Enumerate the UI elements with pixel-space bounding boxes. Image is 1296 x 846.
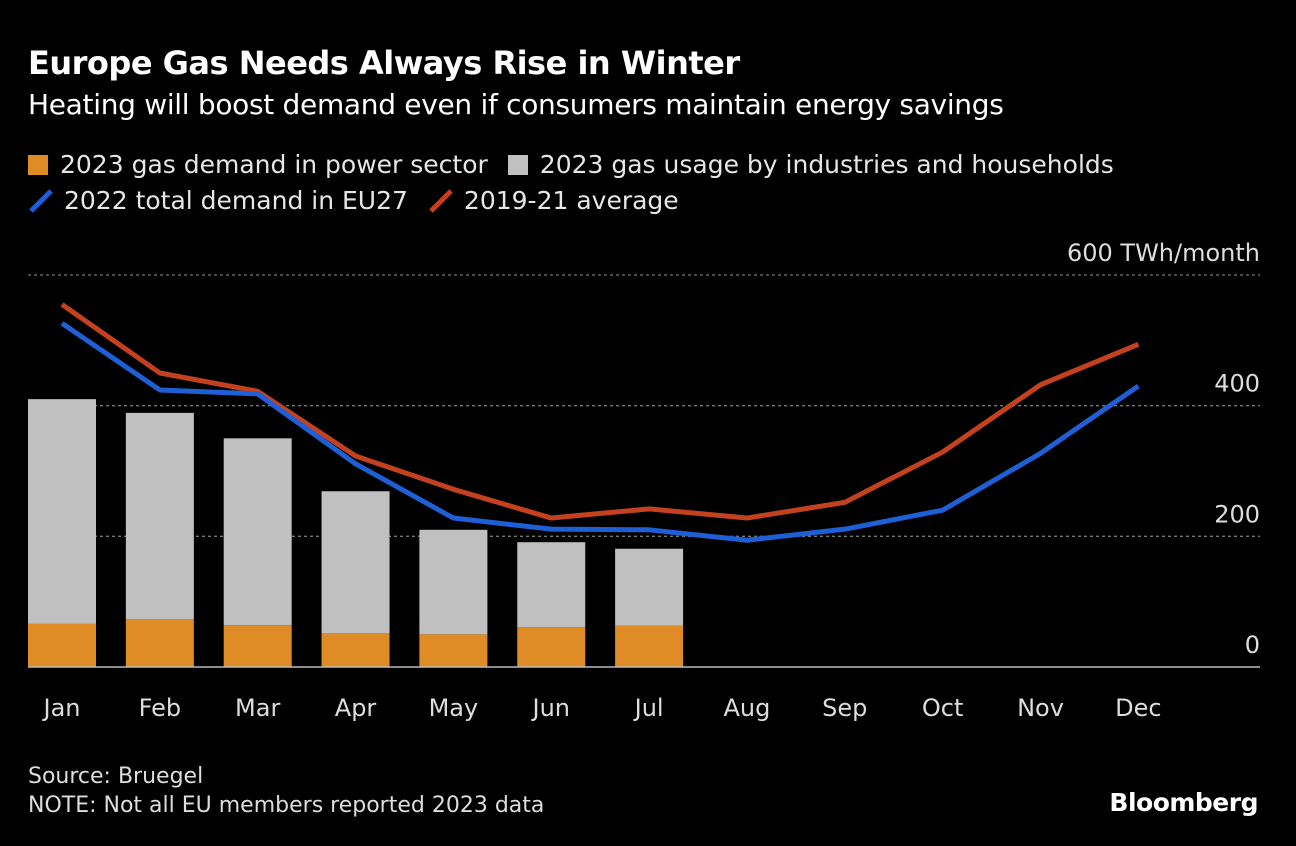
x-tick-label: Oct bbox=[922, 694, 964, 722]
y-tick-label: 200 bbox=[1214, 500, 1260, 528]
x-tick-label: Jun bbox=[531, 694, 571, 722]
bloomberg-logo: Bloomberg bbox=[1109, 788, 1258, 817]
legend-line-swatch bbox=[429, 188, 453, 213]
x-tick-label: Sep bbox=[822, 694, 867, 722]
note-text: NOTE: Not all EU members reported 2023 d… bbox=[28, 793, 545, 818]
source-text: Source: Bruegel bbox=[28, 764, 204, 789]
bar-segment bbox=[223, 625, 292, 667]
source-note: Source: Bruegel NOTE: Not all EU members… bbox=[28, 762, 544, 820]
legend-item-industry: 2023 gas usage by industries and househo… bbox=[507, 150, 1114, 179]
x-tick-label: Feb bbox=[139, 694, 182, 722]
legend-item-2022: 2022 total demand in EU27 bbox=[28, 186, 408, 215]
legend-label: 2023 gas usage by industries and househo… bbox=[539, 150, 1114, 179]
bar-segment bbox=[28, 399, 96, 624]
bar-segment bbox=[125, 619, 194, 667]
bar-segment bbox=[321, 633, 390, 667]
legend-line-swatch bbox=[29, 188, 53, 213]
legend-swatch bbox=[507, 154, 528, 175]
y-tick-label: 400 bbox=[1214, 370, 1260, 398]
legend-item-average: 2019-21 average bbox=[428, 186, 679, 215]
bar-segment bbox=[125, 412, 194, 620]
legend-item-power: 2023 gas demand in power sector bbox=[28, 150, 488, 179]
x-tick-label: Jan bbox=[42, 694, 81, 722]
x-tick-label: Aug bbox=[724, 694, 771, 722]
chart-subtitle: Heating will boost demand even if consum… bbox=[28, 88, 1004, 121]
x-tick-label: Dec bbox=[1115, 694, 1161, 722]
legend-swatch bbox=[28, 154, 48, 175]
y-tick-label: 600 TWh/month bbox=[1067, 239, 1260, 267]
legend-label: 2022 total demand in EU27 bbox=[64, 186, 408, 215]
bar-segment bbox=[321, 491, 390, 634]
bar-segment bbox=[615, 625, 684, 667]
legend-label: 2019-21 average bbox=[463, 186, 679, 215]
series-line bbox=[60, 302, 1140, 521]
bar-segment bbox=[28, 623, 96, 667]
x-tick-label: Apr bbox=[335, 694, 377, 722]
bar-segment bbox=[223, 438, 292, 626]
legend-label: 2023 gas demand in power sector bbox=[60, 150, 488, 179]
bar-segment bbox=[517, 627, 586, 667]
bar-segment bbox=[419, 529, 488, 635]
series-line bbox=[60, 321, 1140, 543]
x-tick-label: Nov bbox=[1017, 694, 1064, 722]
chart-title: Europe Gas Needs Always Rise in Winter bbox=[28, 44, 740, 82]
legend-row-2: 2022 total demand in EU27 2019-21 averag… bbox=[28, 186, 699, 215]
x-tick-label: Mar bbox=[235, 694, 280, 722]
legend-row-1: 2023 gas demand in power sector 2023 gas… bbox=[28, 150, 1134, 179]
y-tick-label: 0 bbox=[1245, 631, 1260, 659]
bar-segment bbox=[419, 634, 488, 667]
bar-segment bbox=[517, 542, 586, 628]
x-tick-label: May bbox=[429, 694, 479, 722]
bar-segment bbox=[615, 548, 684, 626]
x-tick-label: Jul bbox=[633, 694, 664, 722]
